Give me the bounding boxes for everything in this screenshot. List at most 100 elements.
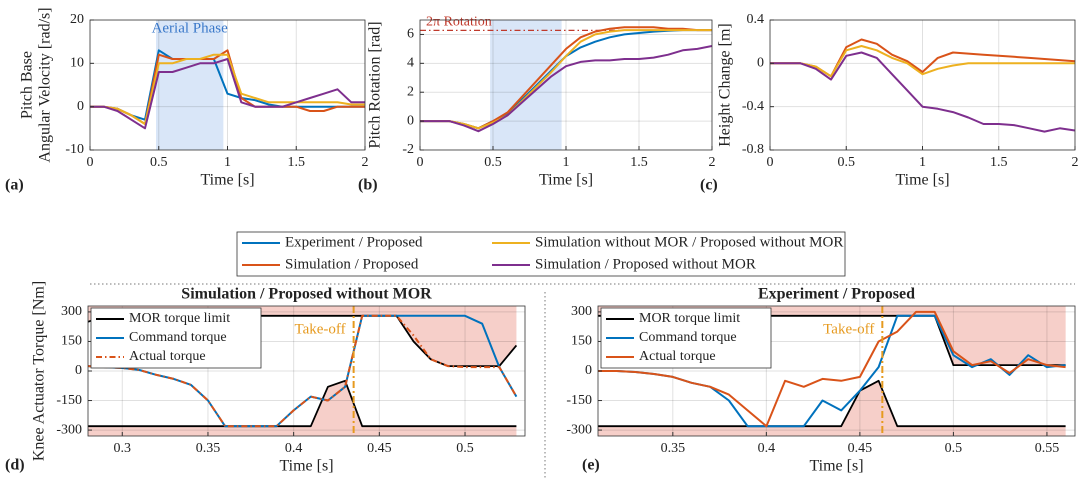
y-tick-label: 2 bbox=[407, 84, 414, 99]
y-tick-label: -2 bbox=[402, 142, 414, 157]
x-tick-label: 0.5 bbox=[838, 155, 856, 170]
x-tick-label: 0.4 bbox=[285, 441, 303, 456]
panel-label: (c) bbox=[700, 177, 718, 194]
axes-box bbox=[597, 305, 1076, 437]
plot-area bbox=[90, 20, 365, 150]
series-line bbox=[598, 310, 1066, 428]
y-tick-label: 0 bbox=[585, 363, 592, 378]
y-tick-label: -10 bbox=[65, 142, 84, 157]
y-tick-label: 0 bbox=[757, 56, 764, 71]
panel-label: (d) bbox=[5, 457, 25, 474]
legend: Experiment / Proposed Simulation / Propos… bbox=[236, 231, 846, 277]
x-tick-label: 0.45 bbox=[848, 441, 873, 456]
y-tick-label: 4 bbox=[407, 56, 414, 71]
panel-label: (e) bbox=[582, 457, 600, 474]
series-line bbox=[420, 29, 712, 130]
y-tick-label: 0 bbox=[407, 113, 414, 128]
x-tick-label: 1 bbox=[224, 155, 231, 170]
panel-title: Experiment / Proposed bbox=[758, 286, 915, 303]
y-tick-label: 0 bbox=[75, 363, 82, 378]
series-line bbox=[90, 58, 365, 130]
x-tick-label: 0 bbox=[767, 155, 774, 170]
panel-title: Simulation / Proposed without MOR bbox=[181, 286, 432, 303]
legend: MOR torque limit Command torque Actual tor… bbox=[90, 307, 262, 369]
series-line bbox=[88, 314, 518, 428]
x-tick-label: 2 bbox=[362, 155, 369, 170]
axes-box bbox=[87, 305, 526, 437]
annotation: Take-off bbox=[823, 321, 874, 337]
y-axis-label: Angular Velocity [rad/s] bbox=[37, 7, 54, 162]
x-tick-label: 1.5 bbox=[630, 155, 648, 170]
y-tick-label: -150 bbox=[56, 393, 82, 408]
x-axis-label: Time [s] bbox=[200, 172, 254, 189]
x-tick-label: 0.4 bbox=[758, 441, 776, 456]
y-tick-label: 0.4 bbox=[747, 12, 765, 27]
x-tick-label: 2 bbox=[1072, 155, 1079, 170]
y-tick-label: -300 bbox=[566, 422, 592, 437]
y-tick-label: -0.4 bbox=[742, 99, 764, 114]
y-tick-label: -300 bbox=[56, 422, 82, 437]
series-line bbox=[90, 49, 365, 121]
x-tick-label: 0.55 bbox=[1035, 441, 1060, 456]
legend-label: Actual torque bbox=[639, 349, 716, 364]
plot-area bbox=[420, 20, 712, 150]
series-line bbox=[598, 379, 1066, 428]
x-tick-label: 0.35 bbox=[661, 441, 686, 456]
shaded-phase bbox=[490, 20, 562, 150]
x-tick-label: 0 bbox=[87, 155, 94, 170]
x-axis-label: Time [s] bbox=[895, 172, 949, 189]
x-tick-label: 0.5 bbox=[484, 155, 502, 170]
x-axis-label: Time [s] bbox=[279, 458, 333, 475]
legend-label: Command torque bbox=[129, 330, 227, 345]
y-tick-label: 20 bbox=[70, 12, 84, 27]
x-tick-label: 0.5 bbox=[150, 155, 168, 170]
y-axis-label: Pitch Base bbox=[19, 51, 36, 119]
y-tick-label: 150 bbox=[571, 334, 592, 349]
y-tick-label: 150 bbox=[61, 334, 82, 349]
legend-label: Command torque bbox=[639, 330, 737, 345]
axes-box bbox=[769, 19, 1076, 151]
x-tick-label: 0.5 bbox=[945, 441, 963, 456]
y-tick-label: 6 bbox=[407, 27, 414, 42]
annotation: 2π Rotation bbox=[426, 15, 492, 30]
limit-region bbox=[88, 306, 525, 367]
panel-label: (a) bbox=[5, 177, 24, 194]
x-tick-label: 1 bbox=[563, 155, 570, 170]
x-tick-label: 0.35 bbox=[196, 441, 221, 456]
limit-region bbox=[88, 380, 525, 436]
legend-label: MOR torque limit bbox=[639, 311, 740, 326]
annotation: Take-off bbox=[294, 321, 345, 337]
y-tick-label: -0.8 bbox=[742, 142, 764, 157]
legend-label: Experiment / Proposed bbox=[285, 234, 423, 250]
legend-label: Simulation / Proposed without MOR bbox=[535, 256, 756, 272]
y-tick-label: 0 bbox=[77, 99, 84, 114]
panel-label: (b) bbox=[358, 177, 378, 194]
x-tick-label: 1.5 bbox=[288, 155, 306, 170]
annotation: Aerial Phase bbox=[152, 20, 229, 36]
y-tick-label: 300 bbox=[61, 304, 82, 319]
y-axis-label: Knee Actuator Torque [Nm] bbox=[31, 281, 48, 461]
series-line bbox=[90, 53, 365, 125]
x-tick-label: 0.3 bbox=[114, 441, 132, 456]
x-tick-label: 2 bbox=[709, 155, 716, 170]
y-tick-label: 10 bbox=[70, 56, 84, 71]
shaded-phase bbox=[156, 20, 224, 150]
x-tick-label: 0.45 bbox=[367, 441, 392, 456]
limit-region bbox=[598, 380, 1075, 436]
x-tick-label: 0.5 bbox=[456, 441, 474, 456]
plot-area bbox=[770, 20, 1075, 150]
axes-box bbox=[419, 19, 713, 151]
series-line bbox=[770, 51, 1075, 133]
legend-label: MOR torque limit bbox=[129, 311, 230, 326]
y-axis-label: Pitch Rotation [rad] bbox=[367, 21, 384, 148]
axes-box bbox=[89, 19, 366, 151]
plot-area bbox=[88, 306, 525, 436]
x-axis-label: Time [s] bbox=[539, 172, 593, 189]
legend: MOR torque limit Command torque Actual tor… bbox=[600, 307, 772, 369]
series-line bbox=[420, 45, 712, 133]
legend-label: Simulation without MOR / Proposed withou… bbox=[535, 234, 843, 250]
y-axis-label: Height Change [m] bbox=[717, 23, 734, 147]
legend-box bbox=[236, 231, 846, 277]
series-line bbox=[88, 379, 517, 428]
